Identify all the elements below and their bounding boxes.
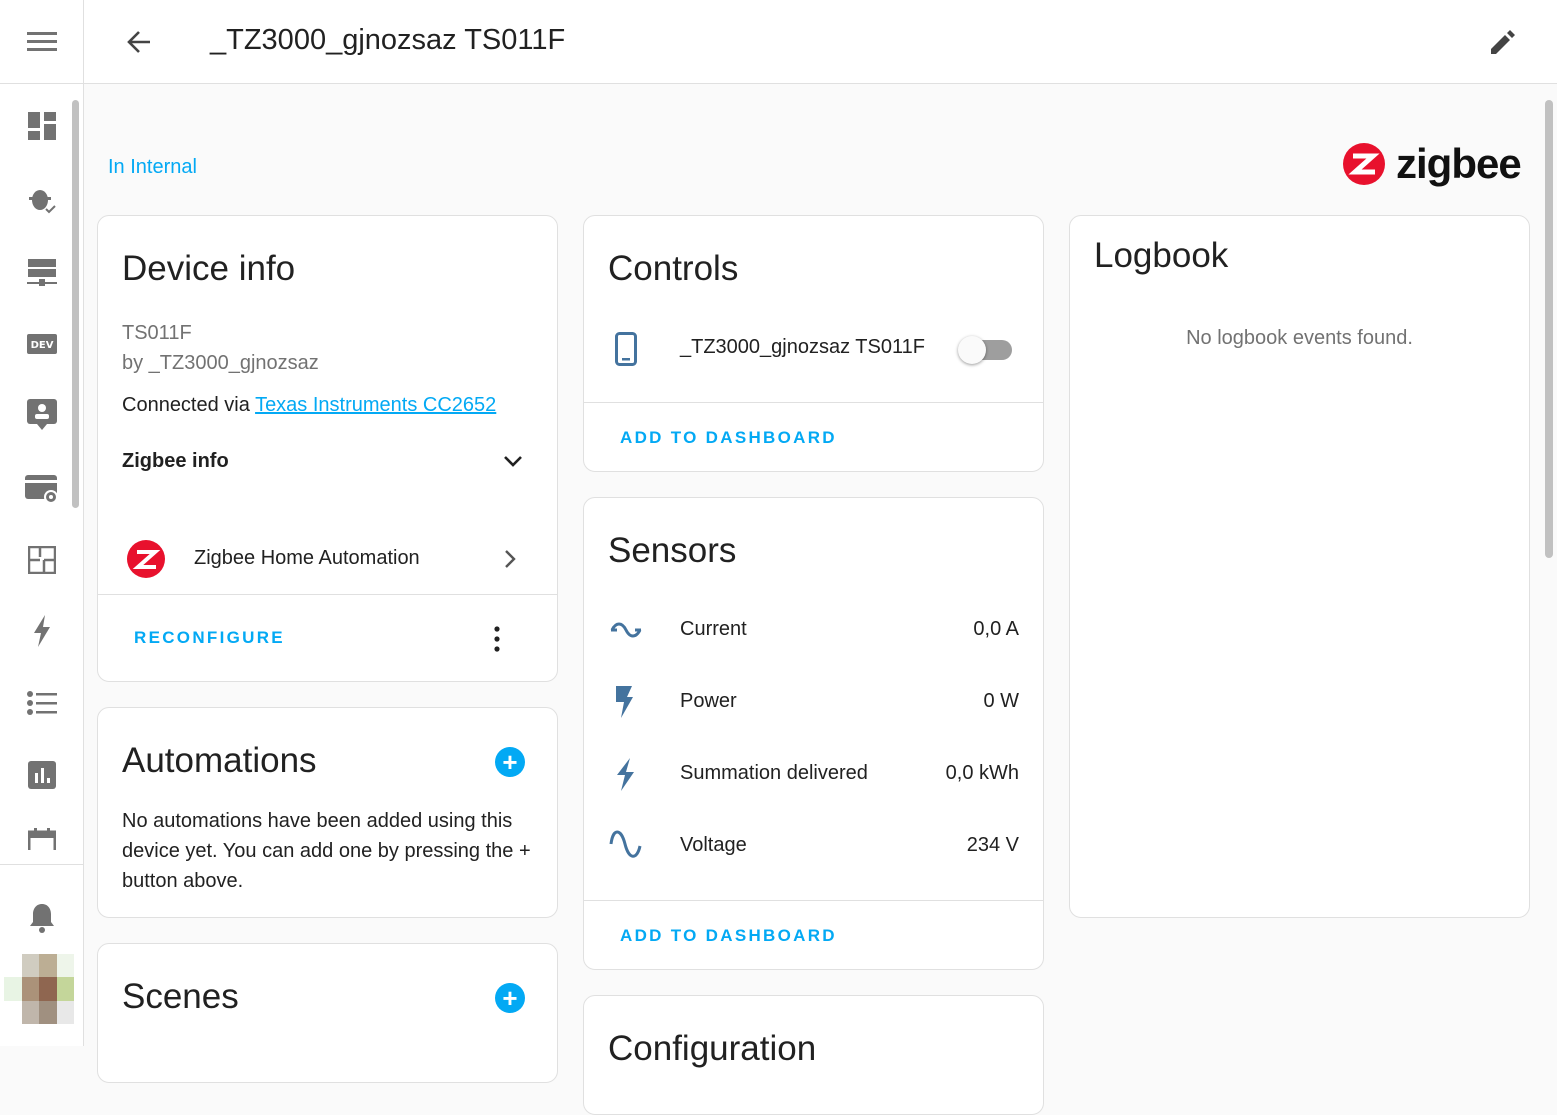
logbook-card: Logbook No logbook events found.	[1069, 215, 1530, 918]
connected-via: Connected via Texas Instruments CC2652	[122, 394, 496, 417]
top-bar: _TZ3000_gjnozsaz TS011F	[84, 0, 1557, 84]
reconfigure-button[interactable]: RECONFIGURE	[134, 628, 285, 647]
edit-pencil-icon[interactable]	[1489, 28, 1517, 56]
controls-title: Controls	[608, 249, 739, 288]
sidebar-item-settings[interactable]	[22, 468, 62, 508]
chevron-down-icon	[504, 456, 522, 467]
automations-title: Automations	[122, 741, 317, 780]
controls-add-to-dashboard-button[interactable]: ADD TO DASHBOARD	[620, 428, 837, 447]
sidebar-divider	[0, 864, 84, 865]
divider	[584, 402, 1043, 403]
connected-via-label: Connected via	[122, 394, 256, 416]
current-ac-icon	[610, 622, 642, 638]
sensor-name: Voltage	[680, 834, 747, 856]
sidebar-item-logbook[interactable]	[22, 179, 62, 219]
account-box-icon	[27, 399, 57, 430]
sensors-title: Sensors	[608, 531, 737, 570]
sensor-name: Summation delivered	[680, 762, 868, 784]
automations-empty-text: No automations have been added using thi…	[122, 810, 531, 892]
calendar-icon	[28, 828, 56, 850]
dev-icon: DEV	[27, 334, 57, 354]
sensor-name: Power	[680, 690, 737, 712]
add-automation-button[interactable]: +	[495, 747, 525, 777]
dashboard-icon	[28, 112, 56, 140]
zha-logo-icon	[127, 540, 165, 578]
sidebar-item-overview[interactable]	[22, 106, 62, 146]
controls-card: Controls _TZ3000_gjnozsaz TS011F ADD TO …	[583, 215, 1044, 472]
server-network-icon	[27, 259, 57, 286]
settings-card-icon	[25, 475, 58, 503]
bell-icon	[30, 904, 54, 933]
sidebar-item-servers[interactable]	[22, 252, 62, 292]
chart-box-icon	[28, 761, 56, 789]
integration-label: Zigbee Home Automation	[194, 547, 420, 569]
sine-wave-icon	[609, 830, 642, 858]
automations-card: Automations + No automations have been a…	[97, 707, 558, 918]
configuration-title: Configuration	[608, 1029, 817, 1068]
scenes-card: Scenes +	[97, 943, 558, 1083]
svg-text:DEV: DEV	[31, 340, 54, 351]
area-link[interactable]: In Internal	[108, 156, 197, 178]
divider	[584, 900, 1043, 901]
notifications-button[interactable]	[22, 898, 62, 938]
sidebar-item-todo[interactable]	[22, 683, 62, 723]
sidebar-scrollbar[interactable]	[72, 100, 79, 508]
main-scrollbar[interactable]	[1545, 100, 1553, 558]
sidebar-item-history[interactable]	[22, 755, 62, 795]
control-toggle-switch[interactable]	[958, 336, 1014, 364]
sensor-value: 0,0 A	[973, 618, 1019, 640]
more-vert-icon[interactable]	[494, 626, 500, 652]
zigbee-z-icon	[1343, 143, 1385, 185]
floor-plan-icon	[28, 546, 56, 574]
device-info-title: Device info	[122, 249, 296, 288]
sensor-value: 0 W	[983, 690, 1019, 712]
zigbee-logo: zigbee	[1342, 140, 1522, 188]
hamburger-icon	[27, 31, 57, 51]
sensor-value: 0,0 kWh	[945, 762, 1019, 784]
device-info-card: Device info TS011F by _TZ3000_gjnozsaz C…	[97, 215, 558, 682]
device-model: TS011F	[122, 322, 192, 344]
integration-row[interactable]: Zigbee Home Automation	[98, 531, 557, 587]
cellphone-icon	[615, 332, 637, 366]
logbook-title: Logbook	[1094, 236, 1229, 275]
list-icon	[27, 691, 57, 715]
bug-check-icon	[29, 190, 56, 214]
divider	[98, 594, 557, 595]
add-scene-button[interactable]: +	[495, 983, 525, 1013]
sensors-add-to-dashboard-button[interactable]: ADD TO DASHBOARD	[620, 926, 837, 945]
coordinator-link[interactable]: Texas Instruments CC2652	[255, 394, 497, 416]
page-title: _TZ3000_gjnozsaz TS011F	[210, 24, 566, 56]
sidebar-item-energy[interactable]	[22, 611, 62, 651]
lightning-icon	[617, 758, 634, 791]
back-arrow-icon[interactable]	[126, 30, 152, 54]
sensor-value: 234 V	[966, 834, 1019, 856]
lightning-icon	[34, 615, 50, 647]
sidebar-item-profile[interactable]	[22, 395, 62, 435]
user-avatar[interactable]	[4, 954, 74, 1024]
flash-icon	[616, 686, 633, 718]
control-entity-name[interactable]: _TZ3000_gjnozsaz TS011F	[680, 336, 925, 358]
sidebar: DEV	[0, 0, 84, 1046]
sidebar-item-developer-tools[interactable]: DEV	[22, 324, 62, 364]
scenes-title: Scenes	[122, 977, 239, 1016]
zigbee-info-label: Zigbee info	[122, 450, 229, 472]
menu-button[interactable]	[0, 0, 84, 84]
chevron-right-icon	[505, 550, 516, 568]
sidebar-item-calendar[interactable]	[22, 826, 62, 850]
logbook-empty-text: No logbook events found.	[1186, 327, 1413, 349]
device-manufacturer: by _TZ3000_gjnozsaz	[122, 352, 319, 374]
sensor-name: Current	[680, 618, 747, 640]
sidebar-item-floorplan[interactable]	[22, 540, 62, 580]
zigbee-info-expander[interactable]: Zigbee info	[122, 450, 533, 480]
configuration-card: Configuration	[583, 995, 1044, 1115]
sensors-card: Sensors Current 0,0 A Power 0 W Summatio…	[583, 497, 1044, 970]
